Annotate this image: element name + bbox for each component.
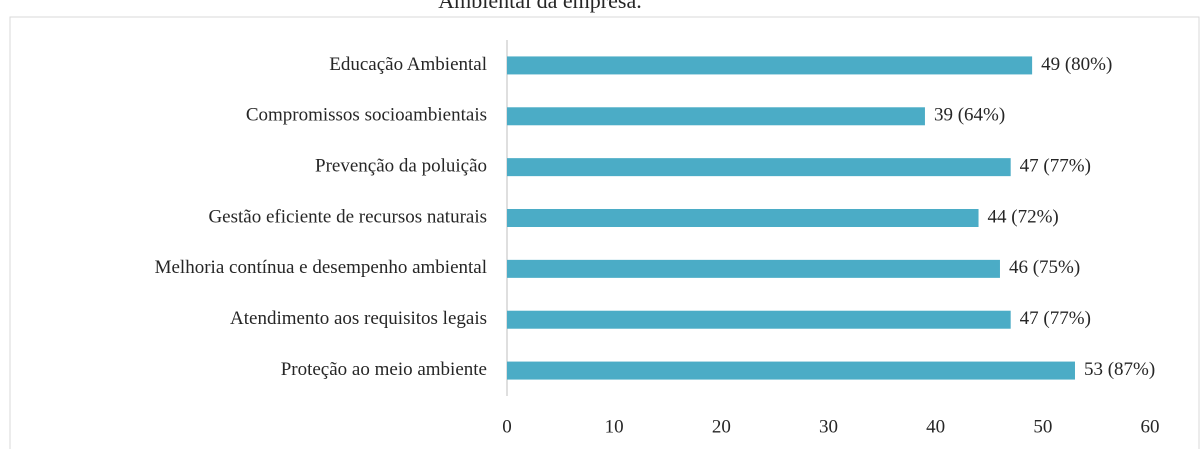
data-label: 47 (77%) [1020, 308, 1091, 329]
data-label: 39 (64%) [934, 105, 1005, 126]
bar [507, 310, 1011, 329]
data-label: 44 (72%) [988, 206, 1059, 227]
y-tick-label: Atendimento aos requisitos legais [230, 308, 487, 329]
bar [507, 361, 1075, 380]
y-tick-label: Compromissos socioambientais [246, 105, 487, 126]
x-tick-label: 0 [502, 416, 512, 437]
chart-title: Ambiental da empresa. [438, 0, 641, 13]
y-tick-label: Melhoria contínua e desempenho ambiental [155, 257, 487, 278]
title-backdrop [380, 0, 700, 16]
x-tick-label: 10 [605, 416, 624, 437]
data-label: 47 (77%) [1020, 156, 1091, 177]
bar [507, 209, 979, 227]
x-tick-label: 20 [712, 416, 731, 437]
bar [507, 259, 1000, 278]
chart-frame [9, 16, 1200, 454]
y-tick-label: Proteção ao meio ambiente [281, 359, 487, 380]
y-tick-label: Gestão eficiente de recursos naturais [208, 206, 487, 227]
x-tick-label: 40 [926, 416, 945, 437]
x-tick-label: 30 [819, 416, 838, 437]
bar [507, 56, 1033, 75]
y-tick-label: Educação Ambiental [329, 54, 487, 75]
x-tick-label: 50 [1033, 416, 1052, 437]
bar [507, 158, 1011, 177]
x-tick-label: 60 [1141, 416, 1160, 437]
data-label: 46 (75%) [1009, 257, 1080, 278]
bar [507, 107, 925, 126]
y-tick-label: Prevenção da poluição [315, 156, 487, 177]
data-label: 49 (80%) [1041, 54, 1112, 75]
data-label: 53 (87%) [1084, 359, 1155, 380]
